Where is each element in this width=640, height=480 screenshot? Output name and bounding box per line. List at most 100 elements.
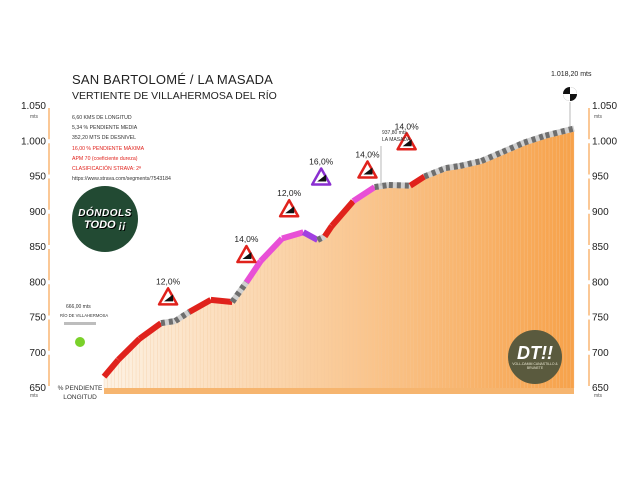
profile-segment-dash	[374, 181, 390, 191]
y-tick-label-left: 900	[29, 207, 46, 218]
slope-glyph	[164, 294, 174, 302]
start-name: RÍO DE VILLAHERMOSA	[60, 313, 109, 318]
slope-glyph	[363, 167, 373, 175]
right-axis-band	[588, 319, 590, 351]
y-tick-label-right: 950	[592, 172, 609, 183]
dondols-logo: DÓNDOLS TODO ¡¡	[72, 186, 138, 252]
info-url[interactable]: https://www.strava.com/segments/7543184	[72, 176, 171, 183]
slope-glyph	[317, 174, 327, 182]
y-tick-label-left: 950	[29, 172, 46, 183]
grade-warning-icon	[278, 198, 300, 218]
slope-glyph	[402, 139, 412, 147]
grade-annotation-label: 14,0%	[234, 234, 259, 244]
y-tick-label-left: 800	[29, 277, 46, 288]
profile-segment	[301, 229, 320, 243]
profile-segment-dash	[388, 181, 411, 189]
grade-warning-icon	[157, 287, 179, 306]
info-block: 6,60 KMS DE LONGITUD 5,34 % PENDIENTE ME…	[72, 113, 171, 184]
y-axis-unit-left: mts	[30, 114, 39, 120]
start-marker-icon	[75, 337, 85, 347]
y-tick-label-left: 750	[29, 313, 46, 324]
profile-segment	[229, 280, 249, 304]
profile-segment-dash	[523, 132, 547, 146]
y-tick-label-left: 850	[29, 242, 46, 253]
profile-segment	[258, 236, 285, 264]
slope-glyph	[285, 206, 295, 214]
profile-segment	[322, 224, 335, 239]
grade-annotation-label: 12,0%	[156, 276, 181, 286]
logo-left-line2: TODO ¡¡	[84, 218, 126, 231]
bridge-icon	[64, 322, 96, 325]
distance-strip	[104, 388, 574, 394]
left-axis: 650 700 750 800 850 900 950 1.000 1.050 mts mts	[21, 101, 50, 399]
profile-segment-dash	[480, 149, 504, 164]
left-axis-band	[48, 108, 50, 140]
profile-segment	[351, 184, 377, 204]
right-axis-band	[588, 178, 590, 210]
grade-annotations: 12,0% 14,0% 12,0% 16,0% 14,0% 14,0%	[156, 121, 419, 306]
left-axis-band	[48, 213, 50, 245]
point-markers	[64, 87, 577, 347]
profile-segment-dash	[459, 158, 483, 169]
info-avg-grade: 5,34 % PENDIENTE MEDIA	[72, 125, 138, 132]
waypoint-elevation: 937,80 mts	[382, 130, 407, 136]
left-axis-band	[48, 249, 50, 281]
profile-segment	[187, 297, 213, 315]
dt-logo: DT!! VOLL-DAMM CANASTILLO & BRUNETE	[508, 330, 562, 384]
profile-segment-dash	[501, 139, 526, 155]
right-axis-band	[588, 284, 590, 316]
bottom-axis-labels: % PENDIENTE LONGITUD	[50, 384, 110, 402]
right-axis-band	[588, 249, 590, 281]
y-tick-label-right: 650	[592, 383, 609, 394]
logo-right-line1: DT!!	[517, 343, 553, 363]
y-tick-label-left: 700	[29, 348, 46, 359]
y-tick-label-right: 1.050	[592, 101, 617, 112]
profile-segment	[101, 357, 121, 379]
profile-segment-dash	[423, 165, 447, 180]
grade-warning-icon	[236, 244, 257, 264]
profile-segment-dash	[445, 162, 461, 172]
left-axis-band	[48, 354, 50, 386]
y-tick-label-left: 650	[29, 383, 46, 394]
page-subtitle: VERTIENTE DE VILLAHERMOSA DEL RÍO	[72, 90, 277, 102]
y-tick-label-right: 700	[592, 348, 609, 359]
y-axis-unit-right-bottom: mts	[594, 393, 603, 399]
grade-annotation-label: 14,0%	[355, 149, 380, 159]
logo-right-line2: VOLL-DAMM CANASTILLO & BRUNETE	[512, 362, 558, 370]
profile-segment-dash	[160, 318, 176, 327]
profile-segment	[329, 199, 356, 228]
y-axis-unit-left-bottom: mts	[30, 393, 39, 399]
summit-marker-quarter	[563, 94, 570, 101]
left-axis-band	[48, 178, 50, 210]
right-axis-band	[588, 143, 590, 175]
page-title: SAN BARTOLOMÉ / LA MASADA	[72, 72, 274, 87]
left-axis-band	[48, 319, 50, 351]
y-tick-label-right: 1.000	[592, 136, 617, 147]
start-elevation: 666,00 mts	[66, 304, 91, 310]
y-tick-label-left: 1.050	[21, 101, 46, 112]
profile-segment	[243, 259, 264, 284]
waypoint-name: LA MASADA	[382, 137, 411, 143]
profile-segment	[281, 229, 305, 242]
grade-warning-icon	[310, 167, 332, 186]
profile-segment-dash	[316, 233, 327, 243]
left-axis-band	[48, 143, 50, 175]
y-tick-label-right: 850	[592, 242, 609, 253]
y-tick-label-right: 800	[592, 277, 609, 288]
profile-segment	[210, 296, 233, 305]
profile-segment	[408, 173, 427, 189]
right-axis-band	[588, 213, 590, 245]
info-distance: 6,60 KMS DE LONGITUD	[72, 115, 132, 121]
profile-segment-dash	[173, 309, 192, 324]
y-tick-label-right: 750	[592, 313, 609, 324]
info-strava: CLASIFICACIÓN STRAVA: 2ª	[72, 166, 141, 173]
y-tick-label-left: 1.000	[21, 136, 46, 147]
y-tick-label-right: 900	[592, 207, 609, 218]
grade-label: % PENDIENTE	[57, 385, 103, 392]
info-max-grade: 16,00 % PENDIENTE MÁXIMA	[72, 145, 145, 152]
profile-segment-dash	[544, 125, 575, 139]
profile-segment	[116, 336, 142, 362]
grade-warning-icon	[357, 160, 378, 179]
summit-elevation: 1.018,20 mts	[551, 71, 592, 78]
y-axis-unit-right: mts	[594, 114, 603, 120]
